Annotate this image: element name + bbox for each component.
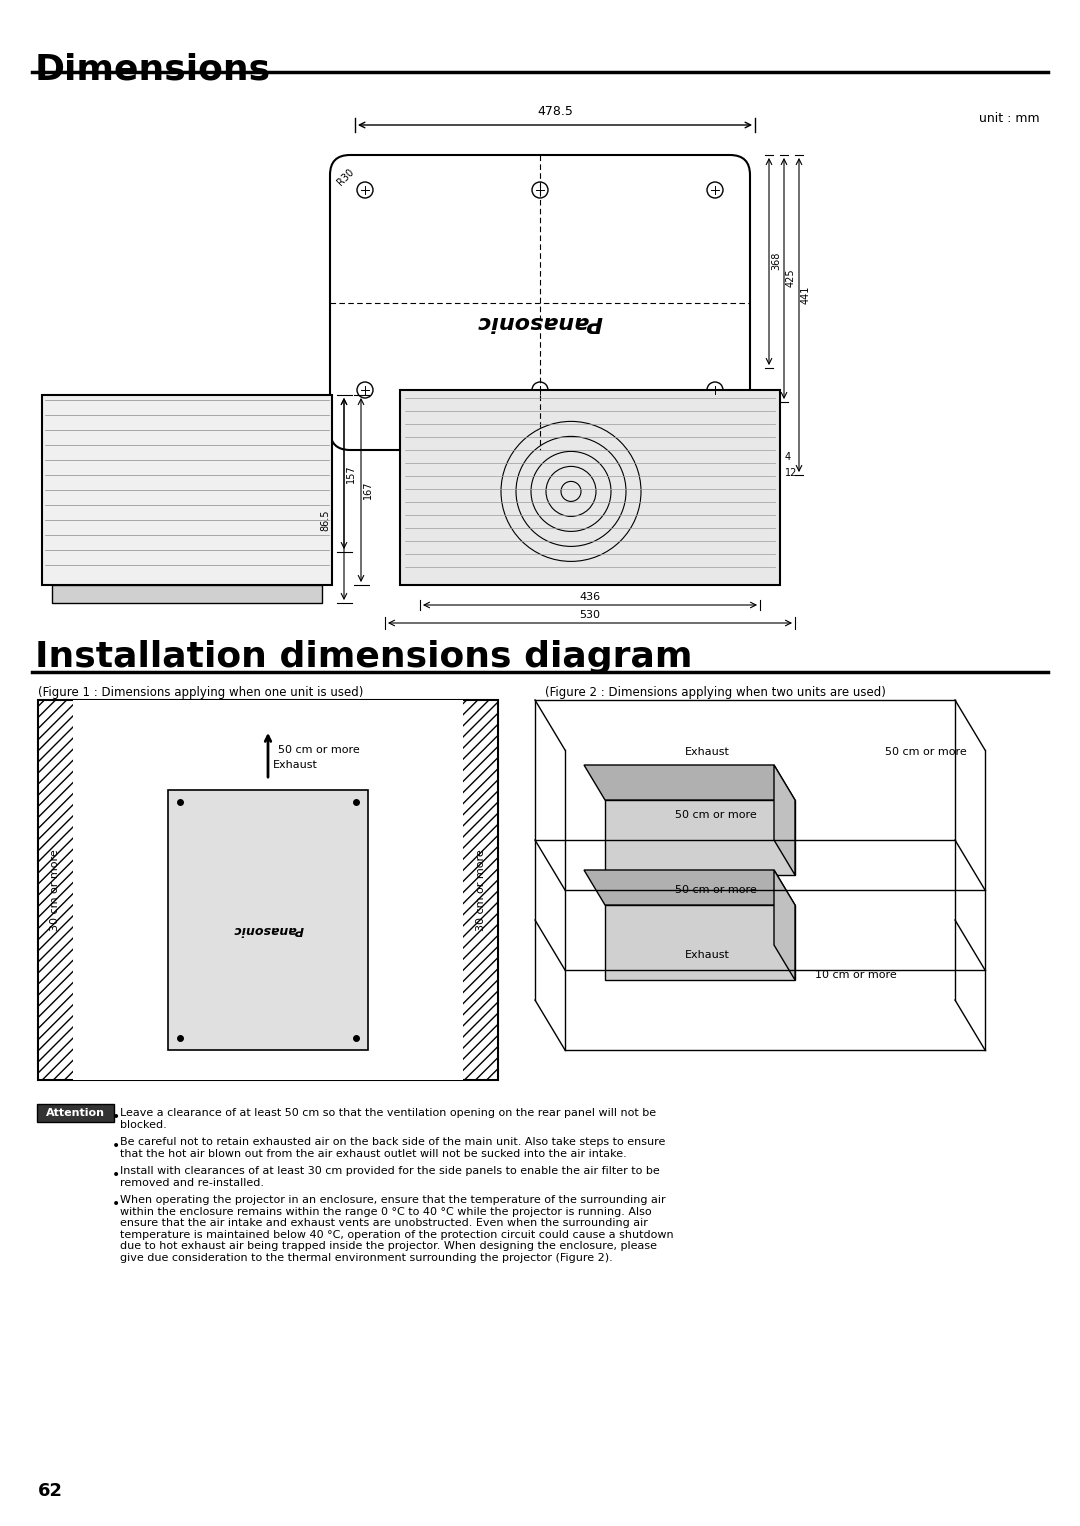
Text: •: • <box>112 1138 120 1154</box>
Text: 157: 157 <box>346 464 356 482</box>
Text: 86.5: 86.5 <box>320 510 330 531</box>
Text: When operating the projector in an enclosure, ensure that the temperature of the: When operating the projector in an enclo… <box>120 1195 674 1264</box>
Bar <box>52 584 322 603</box>
Text: 167: 167 <box>363 481 373 499</box>
Text: 368: 368 <box>771 252 781 270</box>
Text: 50 cm or more: 50 cm or more <box>675 885 757 896</box>
Text: 441: 441 <box>801 285 811 304</box>
FancyBboxPatch shape <box>37 1103 114 1122</box>
Bar <box>73 700 463 1080</box>
Text: 425: 425 <box>786 269 796 287</box>
Text: •: • <box>112 1196 120 1212</box>
Text: 478.5: 478.5 <box>537 105 572 118</box>
Text: Leave a clearance of at least 50 cm so that the ventilation opening on the rear : Leave a clearance of at least 50 cm so t… <box>120 1108 657 1129</box>
Text: Exhaust: Exhaust <box>685 951 730 960</box>
Polygon shape <box>774 870 795 980</box>
Text: 12: 12 <box>785 467 797 478</box>
Text: 50 cm or more: 50 cm or more <box>675 810 757 819</box>
Bar <box>168 790 368 1050</box>
Text: 62: 62 <box>38 1482 63 1500</box>
Bar <box>38 700 498 1080</box>
Text: Be careful not to retain exhausted air on the back side of the main unit. Also t: Be careful not to retain exhausted air o… <box>120 1137 665 1158</box>
Text: 30 cm or more: 30 cm or more <box>50 848 60 931</box>
Text: •: • <box>112 1167 120 1183</box>
Text: Installation dimensions diagram: Installation dimensions diagram <box>35 639 692 674</box>
Text: Panasonic: Panasonic <box>477 313 603 333</box>
Text: 530: 530 <box>580 610 600 620</box>
Text: 50 cm or more: 50 cm or more <box>885 748 967 757</box>
Bar <box>400 391 780 584</box>
Text: 436: 436 <box>580 592 600 601</box>
Polygon shape <box>605 905 795 980</box>
Text: •: • <box>112 1109 120 1125</box>
Text: Install with clearances of at least 30 cm provided for the side panels to enable: Install with clearances of at least 30 c… <box>120 1166 660 1187</box>
Text: R30: R30 <box>335 166 355 188</box>
Bar <box>42 395 332 584</box>
FancyBboxPatch shape <box>330 156 750 450</box>
Polygon shape <box>584 765 795 800</box>
Polygon shape <box>605 800 795 874</box>
Text: 30 cm or more: 30 cm or more <box>476 848 486 931</box>
Text: Exhaust: Exhaust <box>273 760 318 771</box>
Polygon shape <box>774 765 795 874</box>
Text: (Figure 2 : Dimensions applying when two units are used): (Figure 2 : Dimensions applying when two… <box>545 687 886 699</box>
Text: 50 cm or more: 50 cm or more <box>278 745 360 755</box>
Text: Exhaust: Exhaust <box>685 748 730 757</box>
Polygon shape <box>584 870 795 905</box>
Text: unit : mm: unit : mm <box>980 111 1040 125</box>
Text: Attention: Attention <box>45 1108 105 1119</box>
Text: Panasonic: Panasonic <box>232 923 303 937</box>
Text: (Figure 1 : Dimensions applying when one unit is used): (Figure 1 : Dimensions applying when one… <box>38 687 363 699</box>
Text: Dimensions: Dimensions <box>35 52 271 85</box>
Text: 10 cm or more: 10 cm or more <box>815 971 896 980</box>
Text: 4: 4 <box>785 453 792 462</box>
